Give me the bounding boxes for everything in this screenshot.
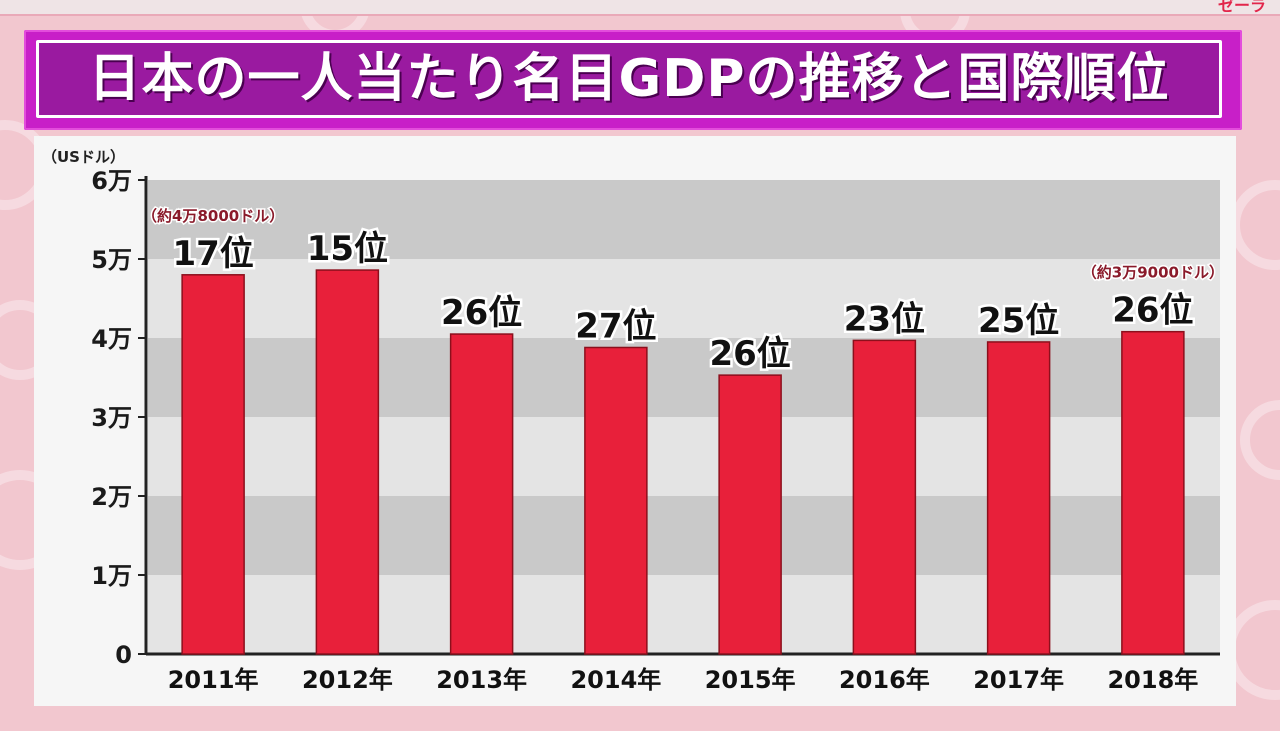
title-box: 日本の一人当たり名目GDPの推移と国際順位 bbox=[36, 40, 1222, 118]
x-tick-label: 2017年 bbox=[973, 666, 1064, 694]
y-tick-label: 1万 bbox=[91, 562, 132, 590]
gridline-band bbox=[148, 575, 1220, 654]
bar bbox=[718, 374, 782, 655]
bar bbox=[584, 346, 648, 655]
top-strip bbox=[0, 0, 1280, 16]
y-tick-label: 0 bbox=[115, 641, 132, 669]
bar-chart: （USドル） 0 1万 2万 3万 4万 5万 6万 17位 2011年 15位 2012年 26位 20… bbox=[42, 148, 1225, 694]
bar bbox=[181, 274, 245, 655]
x-tick-label: 2015年 bbox=[705, 666, 796, 694]
y-tick-label: 6万 bbox=[91, 167, 132, 195]
gridline-band bbox=[148, 180, 1220, 259]
x-tick-label: 2018年 bbox=[1107, 666, 1198, 694]
y-tick-label: 3万 bbox=[91, 404, 132, 432]
bar bbox=[852, 339, 917, 655]
rank-label: 26位 bbox=[1112, 291, 1193, 331]
bar bbox=[315, 269, 380, 655]
x-tick-label: 2011年 bbox=[168, 666, 259, 694]
rank-label: 25位 bbox=[978, 301, 1059, 341]
y-tick-label: 2万 bbox=[91, 483, 132, 511]
x-tick-label: 2013年 bbox=[436, 666, 527, 694]
gridline-band bbox=[148, 338, 1220, 417]
bar bbox=[449, 333, 514, 655]
gridline-band bbox=[148, 496, 1220, 575]
chart-title: 日本の一人当たり名目GDPの推移と国際順位 bbox=[88, 49, 1170, 109]
rank-label: 17位 bbox=[172, 234, 253, 274]
chart-panel: （USドル） 0 1万 2万 3万 4万 5万 6万 17位 2011年 15位 2012年 26位 20… bbox=[34, 136, 1236, 706]
bar bbox=[1121, 330, 1185, 655]
rank-label: 23位 bbox=[844, 299, 925, 339]
gridline-band bbox=[148, 417, 1220, 496]
value-annotation: （約3万9000ドル） bbox=[1082, 264, 1224, 282]
rank-label: 26位 bbox=[709, 334, 790, 374]
x-tick-label: 2014年 bbox=[570, 666, 661, 694]
bar bbox=[986, 341, 1051, 655]
channel-logo: ゼーラ bbox=[1217, 0, 1266, 15]
x-tick-label: 2016年 bbox=[839, 666, 930, 694]
value-annotation: （約4万8000ドル） bbox=[142, 207, 284, 225]
y-tick-label: 4万 bbox=[91, 325, 132, 353]
y-axis-label: （USドル） bbox=[42, 148, 125, 166]
y-tick-label: 5万 bbox=[91, 246, 132, 274]
rank-label: 27位 bbox=[575, 306, 656, 346]
x-tick-label: 2012年 bbox=[302, 666, 393, 694]
rank-label: 15位 bbox=[307, 229, 388, 269]
rank-label: 26位 bbox=[441, 293, 522, 333]
